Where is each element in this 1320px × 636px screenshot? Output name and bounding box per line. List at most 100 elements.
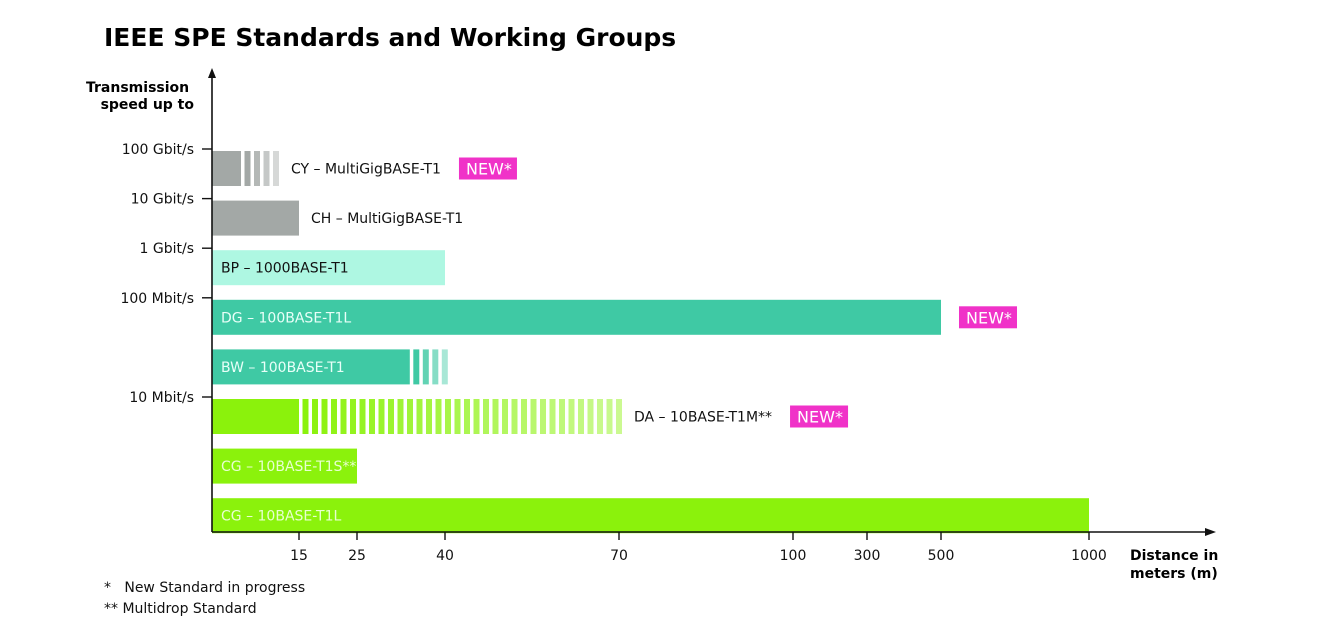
x-tick-label: 100: [780, 548, 807, 564]
bar-da-10base-t1m: [212, 399, 299, 434]
y-axis-title-line-1: Transmission: [86, 80, 189, 96]
y-tick-label: 10 Mbit/s: [129, 390, 194, 406]
bar-da-10base-t1m-planned-segment: [473, 399, 480, 434]
x-axis-title-line-2: meters (m): [1130, 566, 1218, 582]
bar-bw-100base-t1: [212, 349, 410, 385]
new-badge-text: NEW*: [466, 160, 512, 179]
bars-layer: CY – MultiGigBASE-T1 CH – MultiGigBASE-T1…: [212, 151, 1089, 534]
x-tick-label: 15: [290, 548, 308, 564]
bar-label-cy-multigigbase-t1: CY – MultiGigBASE-T1: [291, 162, 441, 178]
x-ticks-layer: 15 25 40 70 100 300 500 1000: [290, 532, 1107, 564]
new-badge-text: NEW*: [797, 408, 843, 427]
bar-da-10base-t1m-planned-segment: [435, 399, 442, 434]
bar-label-cg-10base-t1l: CG – 10BASE-T1L: [221, 509, 341, 525]
bar-label-dg-100base-t1l: DG – 100BASE-T1L: [221, 310, 351, 326]
x-tick-label: 1000: [1071, 548, 1107, 564]
y-tick-label: 10 Gbit/s: [131, 192, 194, 208]
bar-cg-10base-t1s: [212, 448, 357, 484]
bar-da-10base-t1m-planned-segment: [378, 399, 385, 434]
bar-da-10base-t1m-planned-segment: [616, 399, 622, 434]
bar-da-10base-t1m-planned-segment: [521, 399, 527, 434]
bar-da-10base-t1m-planned-segment: [321, 399, 328, 434]
bar-label-cg-10base-t1s: CG – 10BASE-T1S**: [221, 459, 356, 475]
bar-da-10base-t1m-planned-segment: [578, 399, 584, 434]
y-ticks-layer: 100 Gbit/s 10 Gbit/s 1 Gbit/s 100 Mbit/s 10 …: [120, 142, 212, 406]
new-badge-background: [959, 306, 1017, 329]
x-tick-label: 70: [610, 548, 628, 564]
bar-da-10base-t1m-planned-segment: [312, 399, 318, 434]
bar-label-bw-100base-t1: BW – 100BASE-T1: [221, 360, 345, 376]
y-tick-label: 100 Mbit/s: [120, 291, 194, 307]
bar-da-10base-t1m-planned-segment: [511, 399, 518, 434]
bar-cy-multigigbase-t1-planned-segment: [263, 151, 270, 186]
bar-da-10base-t1m-planned-segment: [530, 399, 537, 434]
bar-label-da-10base-t1m: DA – 10BASE-T1M**: [634, 410, 772, 426]
badges-layer: NEW* NEW* NEW*: [458, 157, 1017, 428]
x-axis-title: Distance in meters (m): [1130, 548, 1223, 582]
y-tick-label: 100 Gbit/s: [122, 142, 194, 158]
x-tick-label: 25: [348, 548, 366, 564]
bar-da-10base-t1m-planned-segment: [568, 399, 575, 434]
new-badge-cy-multigigbase-t1: NEW*: [458, 157, 517, 180]
bar-group-cg-10base-t1s: CG – 10BASE-T1S**: [212, 448, 357, 484]
bar-da-10base-t1m-planned-segment: [359, 399, 366, 434]
bar-da-10base-t1m-planned-segment: [540, 399, 546, 434]
bar-da-10base-t1m-planned-segment: [454, 399, 461, 434]
bar-da-10base-t1m-planned-segment: [426, 399, 432, 434]
bar-da-10base-t1m-planned-segment: [559, 399, 565, 434]
y-tick-label: 1 Gbit/s: [140, 241, 194, 257]
y-axis-title: Transmission speed up to: [86, 80, 194, 113]
x-tick-label: 40: [436, 548, 454, 564]
bar-group-ch-multigigbase-t1: CH – MultiGigBASE-T1: [212, 200, 463, 236]
bar-bw-100base-t1-planned-segment: [432, 349, 439, 385]
bar-da-10base-t1m-planned-segment: [492, 399, 499, 434]
bar-cy-multigigbase-t1-planned-segment: [244, 151, 251, 186]
bar-label-ch-multigigbase-t1: CH – MultiGigBASE-T1: [311, 211, 463, 227]
bar-da-10base-t1m-planned-segment: [302, 399, 309, 434]
bar-da-10base-t1m-planned-segment: [397, 399, 404, 434]
bar-da-10base-t1m-planned-segment: [587, 399, 594, 434]
bar-da-10base-t1m-planned-segment: [445, 399, 451, 434]
bar-cg-10base-t1l: [212, 498, 1089, 534]
bar-bw-100base-t1-planned-segment: [441, 349, 448, 385]
bar-bw-100base-t1-planned-segment: [413, 349, 420, 385]
bar-da-10base-t1m-planned-segment: [549, 399, 556, 434]
bar-group-bp-1000base-t1: BP – 1000BASE-T1: [212, 250, 445, 286]
bar-da-10base-t1m-planned-segment: [369, 399, 375, 434]
new-badge-da-10base-t1m: NEW*: [790, 405, 849, 428]
new-badge-background: [458, 157, 517, 180]
bar-bp-1000base-t1: [212, 250, 445, 286]
new-badge-text: NEW*: [966, 308, 1012, 327]
y-axis-title-line-2: speed up to: [101, 97, 195, 113]
bar-da-10base-t1m-planned-segment: [388, 399, 394, 434]
footnote-multidrop: ** Multidrop Standard: [104, 601, 257, 617]
bar-da-10base-t1m-planned-segment: [483, 399, 489, 434]
chart-title: IEEE SPE Standards and Working Groups: [104, 23, 676, 52]
bar-cy-multigigbase-t1-planned-segment: [273, 151, 279, 186]
bar-cy-multigigbase-t1-planned-segment: [254, 151, 260, 186]
bar-group-cy-multigigbase-t1: CY – MultiGigBASE-T1: [212, 151, 441, 186]
bar-label-bp-1000base-t1: BP – 1000BASE-T1: [221, 261, 349, 277]
bar-da-10base-t1m-planned-segment: [606, 399, 613, 434]
bar-da-10base-t1m-planned-segment: [502, 399, 508, 434]
bar-da-10base-t1m-planned-segment: [407, 399, 413, 434]
x-tick-label: 500: [928, 548, 955, 564]
x-axis-title-line-1: Distance in: [1130, 548, 1218, 564]
bar-da-10base-t1m-planned-segment: [597, 399, 603, 434]
bar-dg-100base-t1l: [212, 299, 941, 335]
y-axis-arrow: [208, 68, 216, 78]
bar-group-dg-100base-t1l: DG – 100BASE-T1L: [212, 299, 941, 335]
bar-group-da-10base-t1m: DA – 10BASE-T1M**: [212, 399, 772, 434]
bar-cy-multigigbase-t1: [212, 151, 241, 186]
axes: [208, 68, 1216, 536]
x-tick-label: 300: [854, 548, 881, 564]
bar-group-cg-10base-t1l: CG – 10BASE-T1L: [212, 498, 1089, 534]
bar-da-10base-t1m-planned-segment: [416, 399, 423, 434]
footnote-new-standard: * New Standard in progress: [104, 580, 305, 596]
bar-da-10base-t1m-planned-segment: [340, 399, 347, 434]
new-badge-dg-100base-t1l: NEW*: [959, 306, 1017, 329]
x-axis-arrow: [1205, 528, 1216, 536]
bar-bw-100base-t1-planned-segment: [422, 349, 429, 385]
bar-da-10base-t1m-planned-segment: [331, 399, 337, 434]
